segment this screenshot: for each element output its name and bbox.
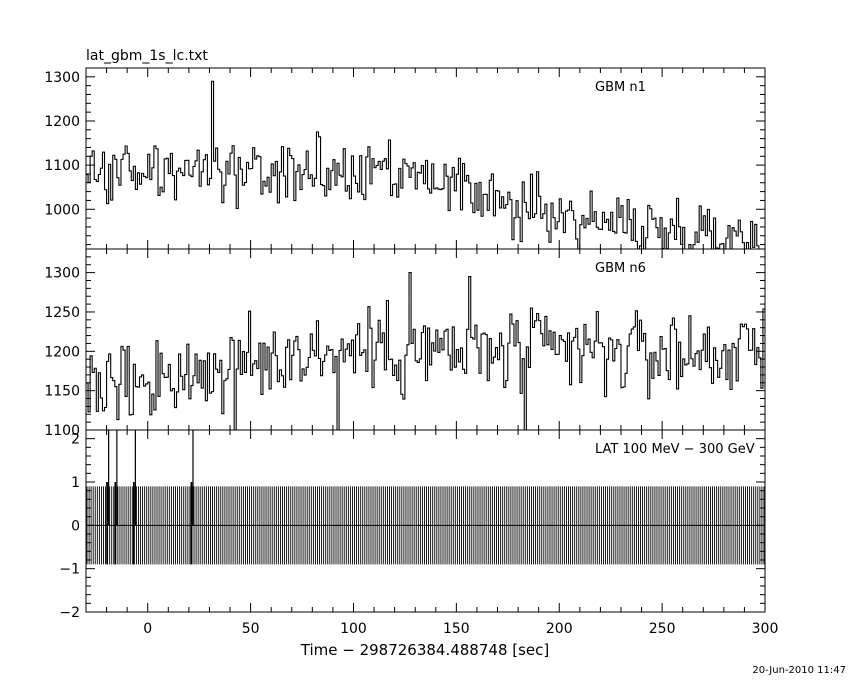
- x-tick-label: 100: [340, 621, 367, 637]
- y-tick-label: 1250: [44, 305, 80, 321]
- render-timestamp: 20-Jun-2010 11:47: [752, 665, 846, 676]
- y-tick-label: 1100: [44, 423, 80, 439]
- series-line: [86, 80, 765, 249]
- y-tick-label: 1100: [44, 158, 80, 174]
- x-tick-label: 0: [143, 621, 152, 637]
- panel-frames: [85, 67, 766, 613]
- y-tick-label: 1200: [44, 344, 80, 360]
- panel-1-frame: [85, 67, 766, 250]
- y-tick-label: 1300: [44, 70, 80, 86]
- x-tick-label: 50: [242, 621, 260, 637]
- panel-2-label: GBM n6: [595, 261, 646, 276]
- series-line: [86, 272, 765, 430]
- x-tick-label: 200: [546, 621, 573, 637]
- panel-2-data: [86, 272, 765, 430]
- y-tick-label: 0: [71, 518, 80, 534]
- y-tick-label: 1000: [44, 202, 80, 218]
- y-tick-label: 1150: [44, 384, 80, 400]
- file-title: lat_gbm_1s_lc.txt: [86, 48, 208, 64]
- panel-1-label: GBM n1: [595, 80, 646, 95]
- panel-3-data: [86, 430, 765, 565]
- x-tick-label: 300: [752, 621, 779, 637]
- panel-3-frame: [85, 429, 766, 613]
- y-tick-label: 1: [71, 475, 80, 491]
- y-tick-label: 1300: [44, 266, 80, 282]
- panel-3-label: LAT 100 MeV − 300 GeV: [595, 442, 755, 457]
- axis-ticks: [85, 67, 766, 613]
- y-tick-label: −2: [59, 605, 80, 621]
- y-tick-label: 2: [71, 432, 80, 448]
- y-tick-label: 1200: [44, 114, 80, 130]
- plot-data-layer: [86, 80, 765, 565]
- x-tick-label: 250: [649, 621, 676, 637]
- x-tick-label: 150: [443, 621, 470, 637]
- panel-1-data: [86, 80, 765, 249]
- y-tick-label: −1: [59, 562, 80, 578]
- x-axis-label: Time − 298726384.488748 [sec]: [300, 641, 550, 659]
